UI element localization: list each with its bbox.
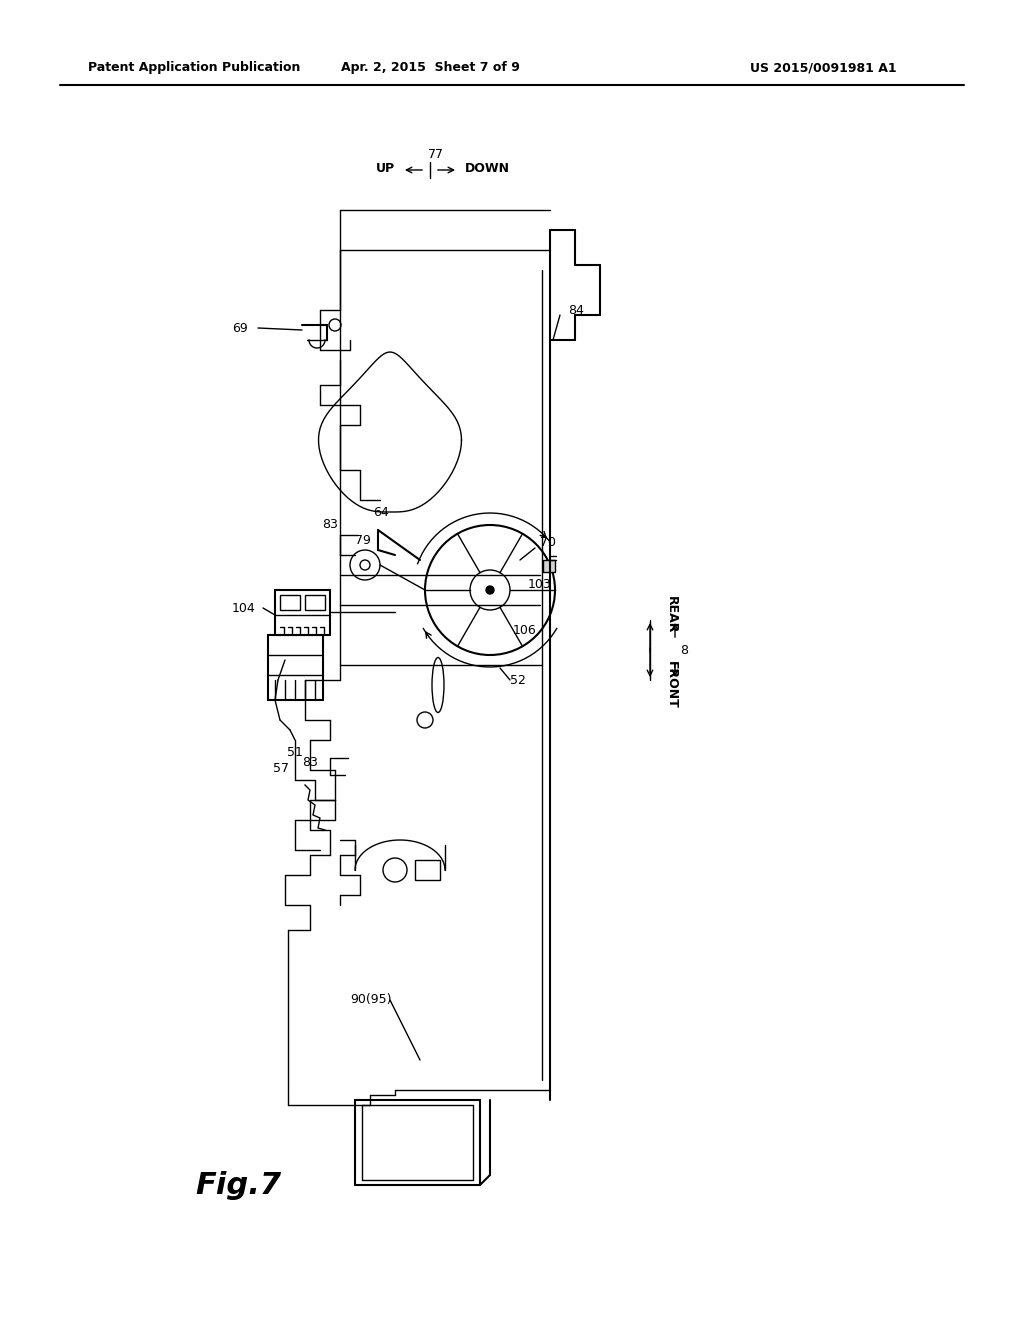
Text: 7: 7 (428, 149, 436, 161)
Text: 70: 70 (540, 536, 556, 549)
Bar (415, 861, 440, 880)
Text: REAR: REAR (665, 597, 678, 634)
Bar (543, 560, 555, 572)
Text: Fig.7: Fig.7 (195, 1171, 282, 1200)
Text: 84: 84 (568, 304, 584, 317)
Bar (275, 590, 330, 635)
Text: 51: 51 (287, 747, 303, 759)
Text: Patent Application Publication: Patent Application Publication (88, 62, 300, 74)
Text: DOWN: DOWN (465, 161, 510, 174)
Text: 83: 83 (302, 755, 318, 768)
Text: 57: 57 (273, 762, 289, 775)
Bar (305, 595, 325, 610)
Text: 104: 104 (231, 602, 255, 615)
Circle shape (486, 586, 494, 594)
Text: 8: 8 (680, 644, 688, 656)
Text: 103: 103 (528, 578, 552, 591)
Text: US 2015/0091981 A1: US 2015/0091981 A1 (750, 62, 897, 74)
Text: 7: 7 (435, 149, 443, 161)
Text: 69: 69 (232, 322, 248, 334)
Text: 64: 64 (373, 507, 389, 520)
Text: 90(95): 90(95) (350, 994, 391, 1006)
Text: 52: 52 (510, 673, 526, 686)
Text: 83: 83 (323, 519, 338, 532)
Bar (280, 595, 300, 610)
Text: UP: UP (376, 161, 395, 174)
Text: Apr. 2, 2015  Sheet 7 of 9: Apr. 2, 2015 Sheet 7 of 9 (341, 62, 519, 74)
Text: 79: 79 (355, 533, 371, 546)
Text: FRONT: FRONT (665, 661, 678, 709)
Text: 106: 106 (513, 623, 537, 636)
Bar (268, 635, 323, 700)
